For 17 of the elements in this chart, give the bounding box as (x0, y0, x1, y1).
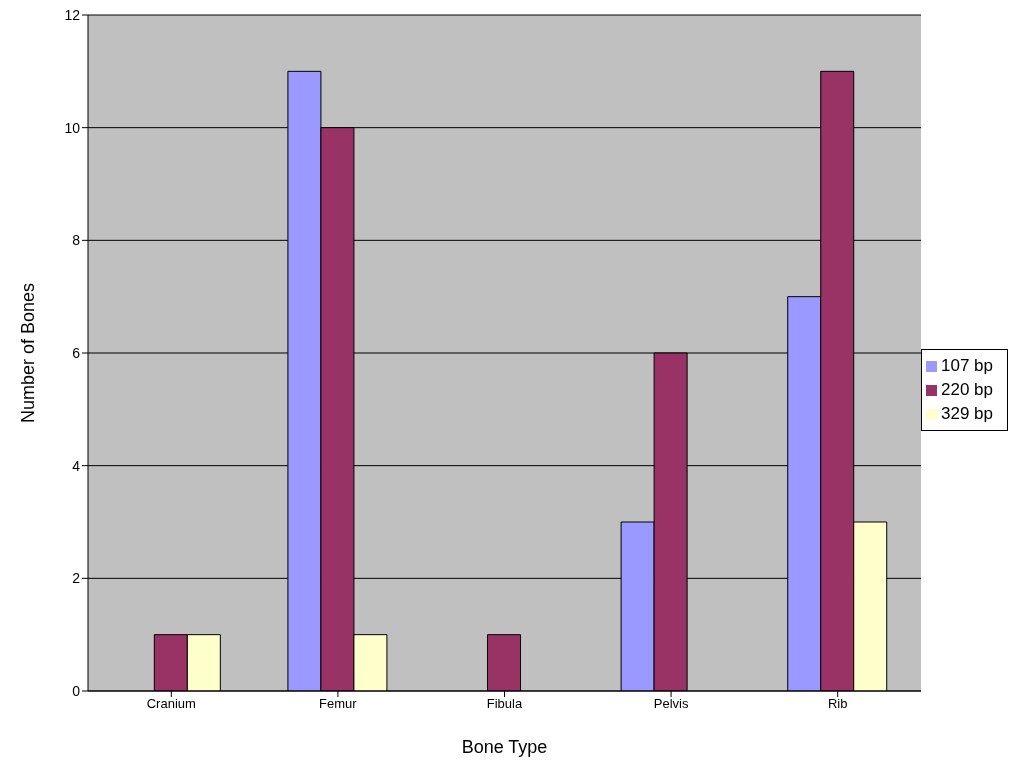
y-tick-label: 6 (72, 344, 81, 361)
x-tick-label: Pelvis (653, 696, 689, 712)
x-tick-label: Femur (319, 696, 358, 712)
x-tick-label: Fibula (486, 696, 523, 712)
legend-label: 220 bp (941, 379, 993, 399)
y-tick-label: 0 (72, 682, 81, 699)
y-tick-label: 4 (72, 457, 81, 474)
y-tick-label: 8 (72, 232, 81, 249)
y-tick-label: 2 (72, 570, 81, 587)
x-tick-label: Rib (827, 696, 848, 712)
y-tick-label: 10 (64, 119, 81, 136)
x-axis-title: Bone Type (461, 737, 548, 757)
legend-label: 107 bp (941, 355, 993, 375)
legend-label: 329 bp (941, 403, 993, 423)
y-tick-label: 12 (64, 6, 81, 23)
y-axis-title: Number of Bones (18, 282, 39, 424)
x-tick-label: Cranium (146, 696, 196, 712)
